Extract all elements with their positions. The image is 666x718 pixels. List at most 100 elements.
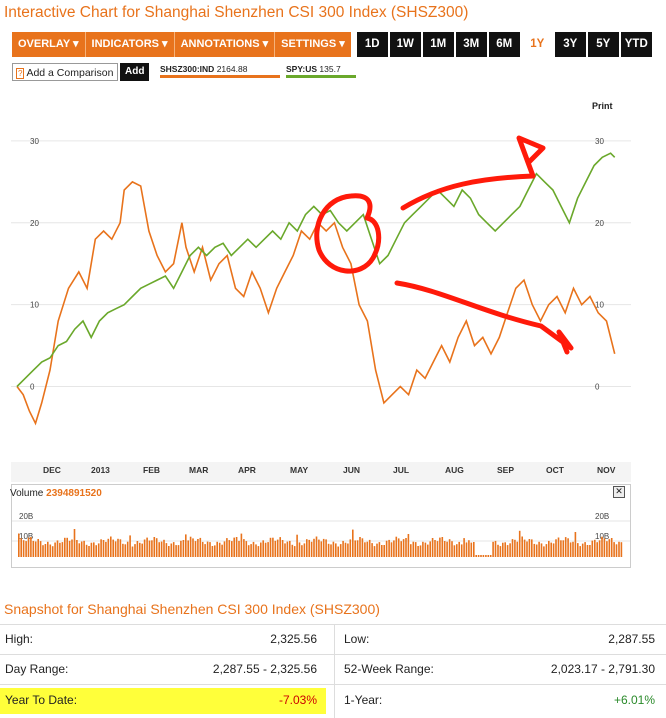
stat-label: Low: bbox=[344, 632, 370, 646]
x-tick-label: APR bbox=[238, 465, 256, 475]
volume-bar bbox=[487, 555, 490, 557]
volume-bar bbox=[269, 537, 272, 557]
volume-bar bbox=[235, 537, 238, 557]
x-tick-label: 2013 bbox=[91, 465, 110, 475]
volume-bar bbox=[463, 538, 465, 557]
volume-bar bbox=[381, 545, 383, 557]
series-line-spy bbox=[16, 152, 616, 388]
volume-bar bbox=[90, 542, 93, 557]
range-3y[interactable]: 3Y bbox=[554, 32, 586, 57]
volume-bar bbox=[557, 537, 560, 557]
volume-bar bbox=[492, 541, 494, 557]
stat-52-week-range: 52-Week Range: 2,023.17 - 2,791.30 bbox=[344, 655, 655, 683]
volume-bar bbox=[460, 544, 463, 557]
volume-bar bbox=[545, 544, 548, 557]
volume-bar bbox=[126, 541, 129, 557]
range-1m[interactable]: 1M bbox=[422, 32, 454, 57]
comparison-input[interactable]: ? Add a Comparison bbox=[12, 63, 118, 81]
volume-bar bbox=[366, 541, 369, 557]
x-tick-label: JUL bbox=[393, 465, 410, 475]
close-volume-icon[interactable]: ✕ bbox=[613, 486, 625, 498]
indicators-menu[interactable]: INDICATORS ▾ bbox=[85, 32, 175, 57]
volume-bar bbox=[105, 541, 107, 557]
volume-bar bbox=[291, 544, 294, 557]
red-circle-annotation bbox=[314, 193, 382, 274]
volume-bar bbox=[618, 541, 620, 557]
range-6m[interactable]: 6M bbox=[488, 32, 520, 57]
volume-bar bbox=[182, 540, 185, 557]
volume-bar bbox=[390, 542, 393, 557]
stat-day-range: Day Range: 2,287.55 - 2,325.56 bbox=[5, 655, 317, 683]
volume-bar bbox=[134, 544, 136, 557]
volume-bar bbox=[129, 535, 131, 557]
volume-bar bbox=[610, 538, 613, 557]
volume-bar bbox=[281, 540, 284, 557]
volume-bar bbox=[204, 544, 206, 557]
volume-bar bbox=[543, 546, 545, 557]
volume-bar bbox=[598, 540, 601, 557]
volume-bar bbox=[194, 541, 197, 557]
add-comparison-button[interactable]: Add bbox=[120, 63, 150, 81]
range-3m[interactable]: 3M bbox=[455, 32, 487, 57]
x-tick-label: FEB bbox=[143, 465, 160, 475]
volume-bar bbox=[397, 538, 400, 557]
volume-bar bbox=[155, 538, 158, 557]
y-tick-label-left: 20 bbox=[30, 219, 39, 228]
volume-bar bbox=[110, 536, 112, 557]
x-tick-label: NOV bbox=[597, 465, 616, 475]
volume-bar bbox=[335, 543, 337, 557]
y-tick-label-right: 0 bbox=[595, 383, 600, 392]
volume-bar bbox=[122, 543, 124, 557]
volume-bar bbox=[172, 542, 175, 557]
range-1d[interactable]: 1D bbox=[356, 32, 388, 57]
legend-symbol: SPY:US bbox=[286, 64, 318, 74]
volume-bar bbox=[615, 544, 618, 557]
volume-bar bbox=[514, 539, 516, 557]
volume-bar bbox=[509, 543, 511, 557]
annotations-menu[interactable]: ANNOTATIONS ▾ bbox=[174, 32, 276, 57]
volume-bar bbox=[465, 542, 468, 557]
volume-bar bbox=[388, 539, 390, 557]
volume-bar bbox=[27, 537, 30, 557]
range-1y[interactable]: 1Y bbox=[521, 32, 553, 57]
volume-bar bbox=[344, 542, 347, 557]
volume-bar bbox=[393, 540, 395, 557]
volume-bar bbox=[550, 542, 552, 557]
overlay-menu[interactable]: OVERLAY ▾ bbox=[12, 32, 86, 57]
legend-swatch bbox=[286, 75, 356, 78]
volume-bar bbox=[97, 543, 100, 557]
ytd-highlight bbox=[0, 688, 326, 714]
volume-bar bbox=[332, 541, 335, 557]
volume-bar bbox=[567, 538, 569, 557]
settings-menu[interactable]: SETTINGS ▾ bbox=[275, 32, 351, 57]
print-link[interactable]: Print bbox=[592, 101, 613, 111]
volume-bar bbox=[552, 543, 555, 557]
volume-bar bbox=[589, 545, 591, 557]
volume-bar bbox=[289, 540, 291, 557]
volume-bar bbox=[535, 544, 538, 557]
volume-bar bbox=[608, 539, 611, 557]
volume-panel: 20B 20B 10B 10B bbox=[11, 484, 631, 568]
price-chart[interactable]: 0 0 10 10 20 20 30 30 bbox=[11, 90, 631, 462]
range-5y[interactable]: 5Y bbox=[587, 32, 619, 57]
stat-label: Year To Date: bbox=[5, 693, 78, 707]
volume-bar bbox=[296, 534, 298, 557]
volume-bar bbox=[279, 537, 281, 557]
stat-low: Low: 2,287.55 bbox=[344, 625, 655, 653]
range-ytd[interactable]: YTD bbox=[620, 32, 652, 57]
range-1w[interactable]: 1W bbox=[389, 32, 421, 57]
volume-bar bbox=[402, 539, 405, 557]
volume-bar bbox=[20, 538, 22, 557]
volume-tick-label: 10B bbox=[19, 532, 33, 541]
x-tick-label: JUN bbox=[343, 465, 361, 475]
volume-bar bbox=[485, 555, 487, 557]
volume-bar bbox=[315, 536, 318, 557]
help-icon[interactable]: ? bbox=[16, 68, 25, 79]
volume-bar bbox=[342, 540, 344, 557]
volume-bar bbox=[185, 534, 187, 557]
volume-bar bbox=[117, 538, 119, 557]
y-tick-label-right: 10 bbox=[595, 301, 604, 310]
red-arrow-down-annotation bbox=[394, 280, 574, 355]
legend-item-spy: SPY:US 135.7 bbox=[286, 64, 356, 78]
volume-bar bbox=[371, 543, 373, 557]
